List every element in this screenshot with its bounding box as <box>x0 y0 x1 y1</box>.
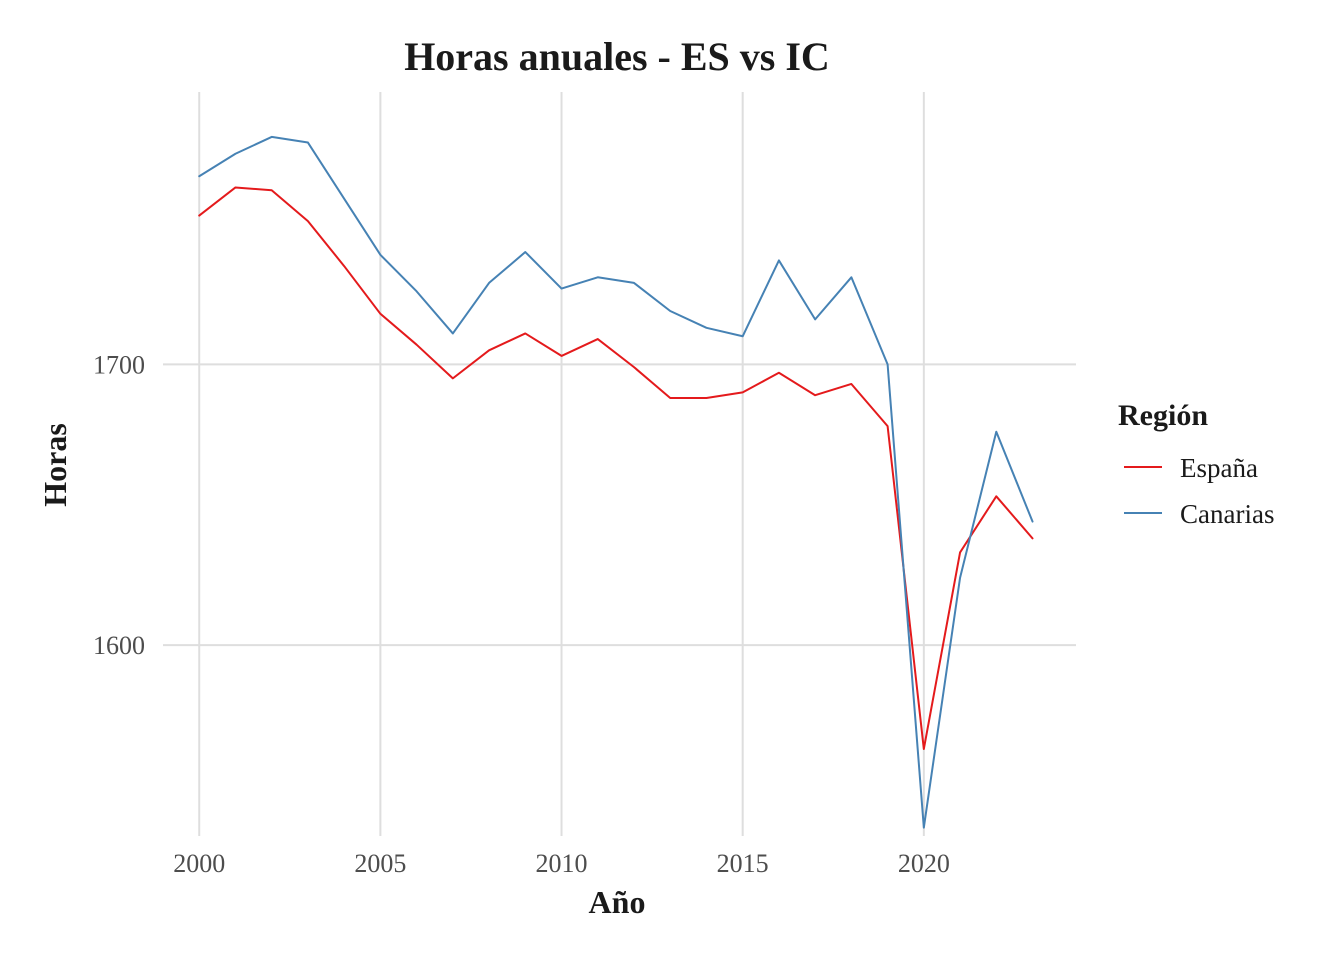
x-axis-title: Año <box>589 884 646 920</box>
y-tick-label: 1700 <box>93 350 145 379</box>
legend-label: Canarias <box>1180 499 1274 529</box>
y-tick-label: 1600 <box>93 631 145 660</box>
series-line-canarias <box>198 135 1034 829</box>
chart-title: Horas anuales - ES vs IC <box>404 34 830 79</box>
legend: Región España Canarias <box>1118 399 1274 529</box>
x-tick-label: 2005 <box>354 849 406 878</box>
legend-title: Región <box>1118 399 1208 432</box>
x-tick-label: 2020 <box>898 849 950 878</box>
x-tick-label: 2015 <box>717 849 769 878</box>
x-tick-labels: 2000 2005 2010 2015 2020 <box>173 849 950 878</box>
series-lines <box>198 135 1034 829</box>
y-axis-title: Horas <box>37 423 73 507</box>
y-tick-labels: 1600 1700 <box>93 350 145 660</box>
x-tick-label: 2000 <box>173 849 225 878</box>
legend-label: España <box>1180 453 1258 483</box>
x-tick-label: 2010 <box>536 849 588 878</box>
grid-lines <box>163 92 1076 836</box>
series-line-espa-a <box>198 186 1034 750</box>
